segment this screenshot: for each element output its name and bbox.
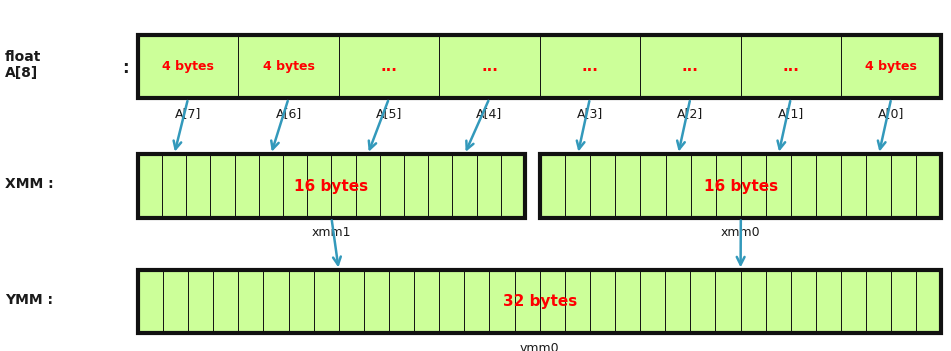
Text: A[1]: A[1] xyxy=(778,107,804,120)
Text: A[2]: A[2] xyxy=(677,107,704,120)
Text: 4 bytes: 4 bytes xyxy=(163,60,214,73)
Text: float
A[8]: float A[8] xyxy=(5,50,41,80)
Text: 4 bytes: 4 bytes xyxy=(865,60,917,73)
Text: A[6]: A[6] xyxy=(276,107,301,120)
Bar xyxy=(138,270,941,333)
Bar xyxy=(138,35,941,98)
Bar xyxy=(138,154,525,218)
Text: A[3]: A[3] xyxy=(577,107,603,120)
Bar xyxy=(540,154,941,218)
Text: ...: ... xyxy=(581,59,598,74)
Text: ...: ... xyxy=(481,59,498,74)
Text: YMM :: YMM : xyxy=(5,293,52,307)
Text: 4 bytes: 4 bytes xyxy=(262,60,315,73)
Text: :: : xyxy=(122,59,128,78)
Text: 16 bytes: 16 bytes xyxy=(295,179,368,193)
Text: A[4]: A[4] xyxy=(476,107,502,120)
Text: 16 bytes: 16 bytes xyxy=(704,179,778,193)
Text: A[0]: A[0] xyxy=(878,107,904,120)
Text: xmm1: xmm1 xyxy=(312,226,351,239)
Text: ...: ... xyxy=(682,59,699,74)
Text: A[5]: A[5] xyxy=(376,107,402,120)
Text: 32 bytes: 32 bytes xyxy=(502,294,577,309)
Text: xmm0: xmm0 xyxy=(721,226,761,239)
Text: ...: ... xyxy=(380,59,398,74)
Text: ...: ... xyxy=(783,59,799,74)
Text: A[7]: A[7] xyxy=(175,107,202,120)
Text: XMM :: XMM : xyxy=(5,177,53,191)
Text: ymm0: ymm0 xyxy=(520,342,559,351)
